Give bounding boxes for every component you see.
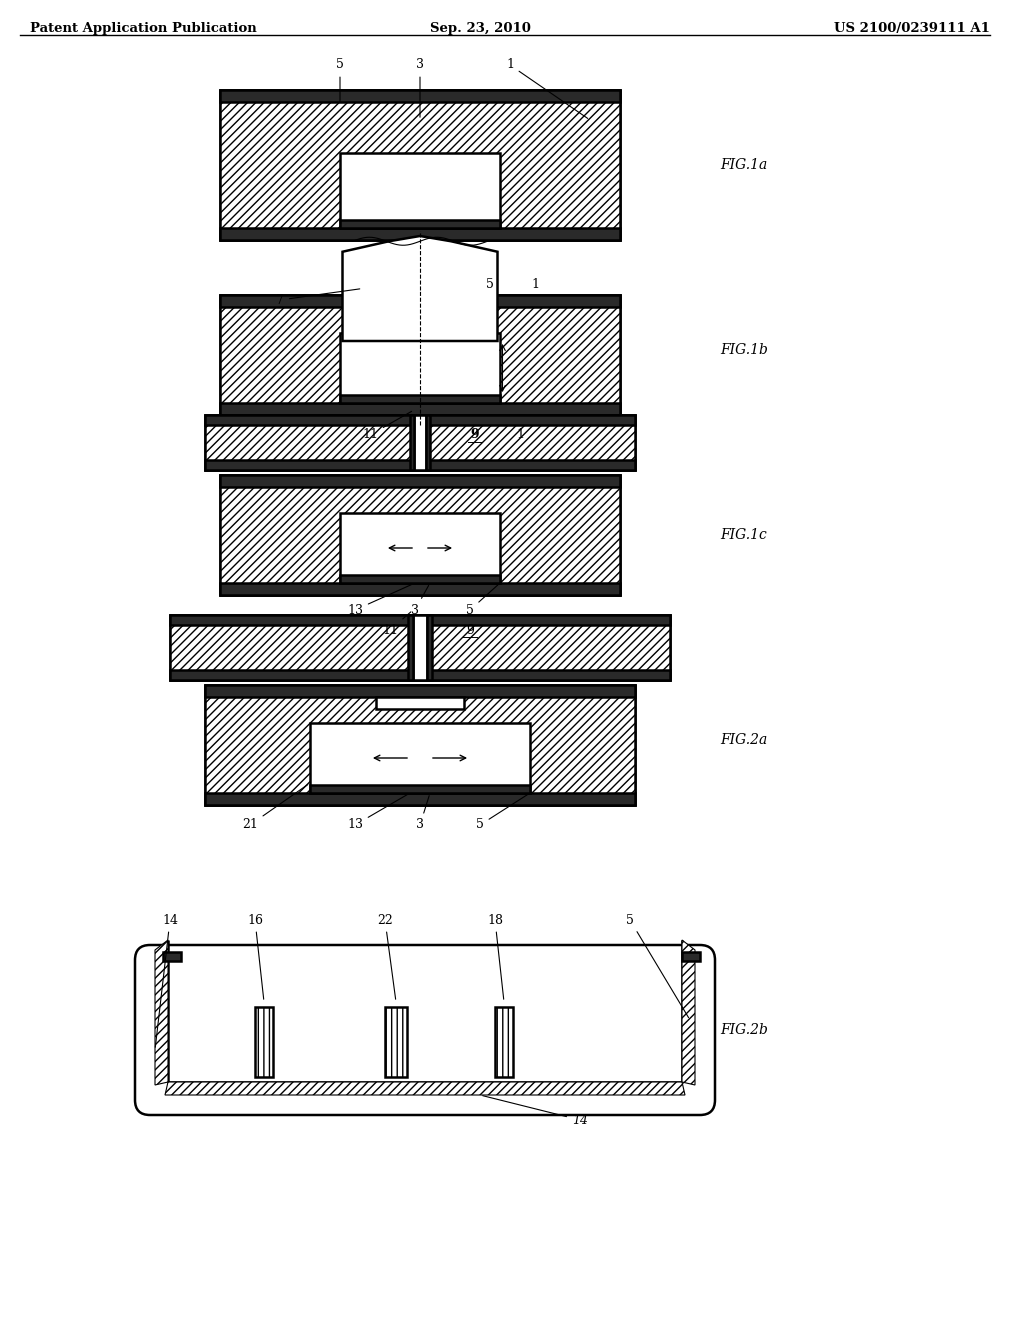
Text: FIG.1a: FIG.1a	[720, 158, 767, 172]
Polygon shape	[165, 1082, 685, 1096]
Polygon shape	[163, 952, 181, 961]
Text: 3: 3	[411, 586, 429, 616]
Polygon shape	[342, 236, 498, 341]
Polygon shape	[340, 153, 500, 228]
Polygon shape	[682, 952, 700, 961]
Text: 9: 9	[466, 623, 474, 636]
Text: 3: 3	[416, 796, 429, 832]
Polygon shape	[205, 414, 635, 470]
Text: 16: 16	[247, 913, 264, 999]
Text: 9: 9	[471, 429, 479, 441]
Polygon shape	[220, 90, 620, 240]
Polygon shape	[310, 723, 530, 793]
Polygon shape	[310, 785, 530, 793]
Polygon shape	[682, 940, 695, 1085]
Text: 5: 5	[336, 58, 344, 102]
Polygon shape	[205, 685, 635, 805]
Text: 5: 5	[626, 913, 688, 1018]
Polygon shape	[340, 513, 500, 583]
Text: 18: 18	[487, 913, 504, 999]
Polygon shape	[220, 403, 620, 414]
Text: FIG.1b: FIG.1b	[720, 343, 768, 356]
Text: US 2100/0239111 A1: US 2100/0239111 A1	[835, 22, 990, 36]
Polygon shape	[340, 395, 500, 403]
Polygon shape	[414, 414, 426, 470]
Text: 21: 21	[242, 784, 308, 832]
Polygon shape	[205, 459, 635, 470]
Polygon shape	[413, 615, 427, 680]
Text: 5: 5	[476, 795, 527, 832]
Text: FIG.2b: FIG.2b	[720, 1023, 768, 1038]
Polygon shape	[427, 615, 432, 680]
Text: 3: 3	[416, 58, 424, 117]
Polygon shape	[340, 576, 500, 583]
Polygon shape	[220, 228, 620, 240]
FancyBboxPatch shape	[135, 945, 715, 1115]
Text: 14: 14	[482, 1096, 588, 1126]
Text: Patent Application Publication: Patent Application Publication	[30, 22, 257, 36]
Text: 13: 13	[347, 585, 413, 616]
Polygon shape	[220, 294, 620, 414]
Polygon shape	[220, 475, 620, 487]
Polygon shape	[205, 685, 635, 697]
Polygon shape	[205, 414, 635, 425]
Polygon shape	[170, 671, 670, 680]
Polygon shape	[220, 583, 620, 595]
Text: 5: 5	[486, 279, 494, 292]
Polygon shape	[220, 475, 620, 595]
Polygon shape	[495, 1007, 513, 1077]
Text: 22: 22	[377, 913, 395, 999]
Text: 11: 11	[362, 412, 412, 441]
Polygon shape	[155, 940, 168, 1085]
Polygon shape	[220, 90, 620, 102]
Polygon shape	[340, 333, 500, 403]
Polygon shape	[220, 294, 620, 308]
Polygon shape	[170, 615, 670, 624]
Text: FIG.2a: FIG.2a	[720, 733, 767, 747]
Polygon shape	[408, 615, 413, 680]
Text: 14: 14	[156, 913, 178, 1047]
Text: 13: 13	[347, 795, 408, 832]
Text: 5: 5	[466, 585, 498, 616]
Polygon shape	[410, 414, 414, 470]
Polygon shape	[376, 697, 464, 709]
Text: 7: 7	[276, 289, 359, 306]
Text: 1: 1	[531, 279, 539, 292]
Polygon shape	[170, 615, 670, 680]
Text: Sep. 23, 2010: Sep. 23, 2010	[429, 22, 530, 36]
Polygon shape	[426, 414, 430, 470]
Polygon shape	[340, 220, 500, 228]
Polygon shape	[205, 793, 635, 805]
Text: 1: 1	[516, 429, 524, 441]
Text: 1: 1	[506, 58, 588, 119]
Polygon shape	[255, 1007, 273, 1077]
Polygon shape	[385, 1007, 407, 1077]
Text: 11: 11	[382, 612, 411, 636]
Text: FIG.1c: FIG.1c	[720, 528, 767, 543]
